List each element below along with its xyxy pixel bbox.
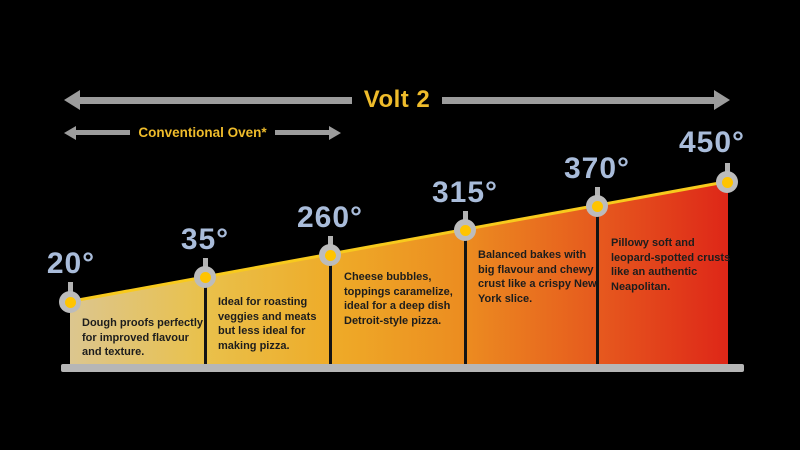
temperature-dot-icon <box>586 195 608 217</box>
temperature-dot-icon <box>194 266 216 288</box>
dot-core <box>591 200 603 212</box>
segment-description-proofing: Dough proofs perfectly for improved flav… <box>82 317 204 359</box>
temperature-label-260: 260° <box>296 201 364 234</box>
temperature-label-370: 370° <box>563 152 631 185</box>
arrow-line <box>76 130 131 135</box>
dot-core <box>324 249 336 261</box>
volt-range-label: Volt 2 <box>363 86 431 113</box>
section-divider <box>596 205 599 364</box>
section-divider <box>464 229 467 364</box>
arrow-line <box>274 130 329 135</box>
arrow-line <box>80 96 352 104</box>
volt-range-arrow: Volt 2 <box>64 86 730 113</box>
temperature-label-35: 35° <box>180 223 230 256</box>
section-divider <box>329 254 332 364</box>
dot-core <box>459 224 471 236</box>
segment-description-roasting: Ideal for roasting veggies and meats but… <box>218 296 317 352</box>
temperature-label-315: 315° <box>431 176 499 209</box>
conventional-oven-arrow: Conventional Oven* <box>64 125 341 140</box>
temperature-dot-icon <box>454 219 476 241</box>
segment-description-newyork: Balanced bakes with big flavour and chew… <box>478 249 597 305</box>
dot-core <box>721 176 733 188</box>
arrow-left-icon <box>64 125 76 140</box>
dot-core <box>199 271 211 283</box>
temperature-dot-icon <box>319 244 341 266</box>
section-divider <box>204 277 207 364</box>
segment-description-detroit: Cheese bubbles, toppings caramelize, ide… <box>344 271 453 327</box>
arrow-left-icon <box>64 90 80 110</box>
temperature-label-450: 450° <box>678 126 746 159</box>
arrow-line <box>442 96 714 104</box>
arrow-right-icon <box>329 125 341 140</box>
temperature-dot-icon <box>59 291 81 313</box>
conventional-oven-label: Conventional Oven* <box>138 125 267 140</box>
temperature-label-20: 20° <box>46 247 96 280</box>
segment-description-neapolitan: Pillowy soft and leopard-spotted crusts … <box>611 237 731 293</box>
dot-core <box>64 296 76 308</box>
temperature-dot-icon <box>716 171 738 193</box>
wedge-base-bar <box>61 364 744 372</box>
arrow-right-icon <box>714 90 730 110</box>
